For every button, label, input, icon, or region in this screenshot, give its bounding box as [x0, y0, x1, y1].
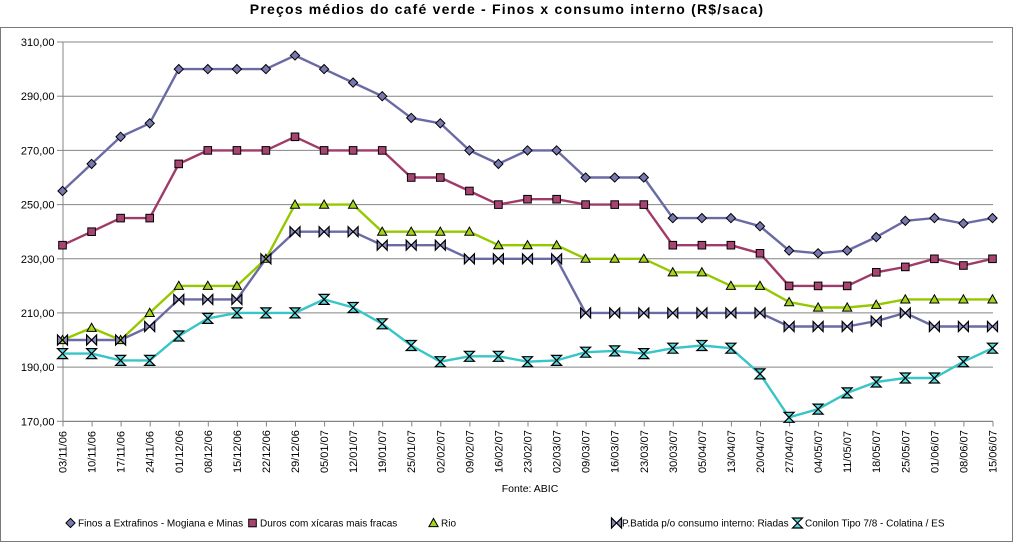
svg-text:250,00: 250,00 [21, 200, 55, 212]
svg-text:230,00: 230,00 [21, 254, 55, 266]
svg-text:12/01/07: 12/01/07 [348, 430, 360, 473]
svg-text:Finos a Extrafinos - Mogiana e: Finos a Extrafinos - Mogiana e Minas [78, 519, 243, 530]
svg-text:09/02/07: 09/02/07 [464, 430, 476, 473]
svg-text:190,00: 190,00 [21, 362, 55, 374]
svg-text:08/12/06: 08/12/06 [203, 430, 215, 473]
svg-text:11/05/07: 11/05/07 [842, 431, 854, 473]
svg-text:02/03/07: 02/03/07 [552, 430, 564, 473]
svg-text:16/03/07: 16/03/07 [610, 430, 622, 473]
svg-text:17/11/06: 17/11/06 [116, 431, 128, 473]
svg-text:290,00: 290,00 [21, 91, 55, 103]
svg-text:29/12/06: 29/12/06 [290, 430, 302, 473]
svg-text:Fonte: ABIC: Fonte: ABIC [502, 483, 559, 495]
svg-text:22/12/06: 22/12/06 [261, 430, 273, 473]
svg-text:02/02/07: 02/02/07 [435, 430, 447, 473]
svg-text:25/05/07: 25/05/07 [900, 430, 912, 473]
svg-text:30/03/07: 30/03/07 [668, 430, 680, 473]
svg-text:Conilon Tipo 7/8 - Colatina /: Conilon Tipo 7/8 - Colatina / ES [805, 519, 945, 530]
svg-text:03/11/06: 03/11/06 [58, 431, 70, 473]
svg-text:16/02/07: 16/02/07 [493, 430, 505, 473]
svg-text:10/11/06: 10/11/06 [87, 431, 99, 473]
svg-text:15/06/07: 15/06/07 [988, 430, 1000, 473]
svg-text:170,00: 170,00 [21, 416, 55, 428]
svg-text:Duros com xícaras mais fracas: Duros com xícaras mais fracas [260, 519, 397, 530]
svg-text:Preços médios do café verde -: Preços médios do café verde - Finos x co… [250, 1, 764, 17]
svg-text:270,00: 270,00 [21, 145, 55, 157]
svg-text:01/12/06: 01/12/06 [174, 430, 186, 473]
svg-text:05/01/07: 05/01/07 [319, 430, 331, 473]
svg-text:310,00: 310,00 [21, 37, 55, 49]
svg-text:20/04/07: 20/04/07 [755, 430, 767, 473]
svg-text:01/06/07: 01/06/07 [929, 430, 941, 473]
svg-text:Rio: Rio [441, 519, 456, 530]
svg-text:13/04/07: 13/04/07 [726, 430, 738, 473]
svg-text:23/02/07: 23/02/07 [523, 430, 535, 473]
svg-text:04/05/07: 04/05/07 [813, 430, 825, 473]
svg-text:09/03/07: 09/03/07 [581, 430, 593, 473]
svg-text:19/01/07: 19/01/07 [377, 430, 389, 473]
svg-text:P.Batida p/o consumo interno:: P.Batida p/o consumo interno: Riadas [622, 519, 789, 530]
svg-text:24/11/06: 24/11/06 [145, 431, 157, 473]
svg-text:18/05/07: 18/05/07 [871, 430, 883, 473]
svg-text:25/01/07: 25/01/07 [406, 430, 418, 473]
svg-text:15/12/06: 15/12/06 [232, 430, 244, 473]
svg-text:210,00: 210,00 [21, 308, 55, 320]
svg-text:08/06/07: 08/06/07 [958, 430, 970, 473]
svg-text:05/04/07: 05/04/07 [697, 430, 709, 473]
svg-text:27/04/07: 27/04/07 [784, 430, 796, 473]
svg-text:23/03/07: 23/03/07 [639, 430, 651, 473]
